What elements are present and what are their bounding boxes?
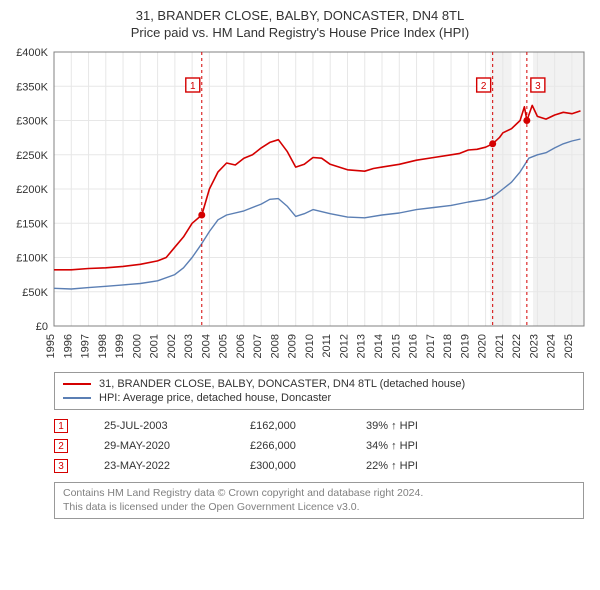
legend-label: HPI: Average price, detached house, Donc… — [99, 392, 331, 404]
chart-titles: 31, BRANDER CLOSE, BALBY, DONCASTER, DN4… — [8, 8, 592, 40]
event-price: £300,000 — [250, 460, 330, 472]
event-date: 29-MAY-2020 — [104, 440, 214, 452]
svg-text:£100K: £100K — [16, 253, 48, 265]
title-sub: Price paid vs. HM Land Registry's House … — [8, 25, 592, 40]
legend-item: HPI: Average price, detached house, Donc… — [63, 391, 575, 405]
legend-label: 31, BRANDER CLOSE, BALBY, DONCASTER, DN4… — [99, 378, 465, 390]
svg-text:2003: 2003 — [183, 334, 195, 358]
chart-container: £0 £50K £100K £150K £200K £250K £300K £350K £400… — [8, 46, 592, 366]
svg-text:2013: 2013 — [356, 334, 368, 358]
svg-text:3: 3 — [535, 81, 541, 92]
event-date: 23-MAY-2022 — [104, 460, 214, 472]
svg-text:1998: 1998 — [97, 334, 109, 358]
svg-text:£50K: £50K — [22, 287, 48, 299]
svg-text:2010: 2010 — [304, 334, 316, 358]
svg-text:2011: 2011 — [321, 334, 333, 358]
svg-text:£150K: £150K — [16, 218, 48, 230]
svg-text:2005: 2005 — [218, 334, 230, 358]
event-pct: 39% ↑ HPI — [366, 420, 476, 432]
svg-text:2006: 2006 — [235, 334, 247, 358]
attribution-box: Contains HM Land Registry data © Crown c… — [54, 482, 584, 519]
event-row: 2 29-MAY-2020 £266,000 34% ↑ HPI — [54, 436, 584, 456]
svg-text:1997: 1997 — [80, 334, 92, 358]
svg-text:2014: 2014 — [373, 334, 385, 358]
svg-text:£0: £0 — [36, 321, 48, 333]
legend-swatch — [63, 383, 91, 385]
svg-text:2009: 2009 — [287, 334, 299, 358]
svg-text:£250K: £250K — [16, 150, 48, 162]
event-date: 25-JUL-2003 — [104, 420, 214, 432]
event-price: £266,000 — [250, 440, 330, 452]
svg-text:£300K: £300K — [16, 116, 48, 128]
svg-text:2015: 2015 — [390, 334, 402, 358]
svg-text:1996: 1996 — [62, 334, 74, 358]
svg-text:£400K: £400K — [16, 47, 48, 59]
svg-text:2021: 2021 — [494, 334, 506, 358]
svg-text:2022: 2022 — [511, 334, 523, 358]
attribution-line: Contains HM Land Registry data © Crown c… — [63, 487, 575, 501]
svg-text:2025: 2025 — [563, 334, 575, 358]
svg-text:2012: 2012 — [338, 334, 350, 358]
event-badge: 2 — [54, 439, 68, 453]
svg-text:2000: 2000 — [131, 334, 143, 358]
svg-text:2019: 2019 — [459, 334, 471, 358]
legend-swatch — [63, 397, 91, 399]
svg-text:£350K: £350K — [16, 81, 48, 93]
event-badge: 3 — [54, 459, 68, 473]
event-price: £162,000 — [250, 420, 330, 432]
event-row: 3 23-MAY-2022 £300,000 22% ↑ HPI — [54, 456, 584, 476]
svg-text:2016: 2016 — [408, 334, 420, 358]
svg-text:2017: 2017 — [425, 334, 437, 358]
svg-text:2018: 2018 — [442, 334, 454, 358]
event-pct: 34% ↑ HPI — [366, 440, 476, 452]
svg-text:2007: 2007 — [252, 334, 264, 358]
line-chart: £0 £50K £100K £150K £200K £250K £300K £350K £400… — [8, 46, 592, 366]
svg-text:2001: 2001 — [149, 334, 161, 358]
svg-text:1999: 1999 — [114, 334, 126, 358]
svg-text:2008: 2008 — [269, 334, 281, 358]
svg-text:2: 2 — [481, 81, 487, 92]
svg-text:2004: 2004 — [200, 334, 212, 358]
svg-text:2023: 2023 — [528, 334, 540, 358]
events-table: 1 25-JUL-2003 £162,000 39% ↑ HPI 2 29-MA… — [54, 416, 584, 476]
svg-text:1: 1 — [190, 81, 196, 92]
svg-text:1995: 1995 — [45, 334, 57, 358]
svg-text:2020: 2020 — [477, 334, 489, 358]
svg-text:2024: 2024 — [546, 334, 558, 358]
svg-text:£200K: £200K — [16, 184, 48, 196]
legend-item: 31, BRANDER CLOSE, BALBY, DONCASTER, DN4… — [63, 377, 575, 391]
legend-box: 31, BRANDER CLOSE, BALBY, DONCASTER, DN4… — [54, 372, 584, 410]
event-pct: 22% ↑ HPI — [366, 460, 476, 472]
svg-text:2002: 2002 — [166, 334, 178, 358]
attribution-line: This data is licensed under the Open Gov… — [63, 501, 575, 515]
event-badge: 1 — [54, 419, 68, 433]
title-main: 31, BRANDER CLOSE, BALBY, DONCASTER, DN4… — [8, 8, 592, 23]
event-row: 1 25-JUL-2003 £162,000 39% ↑ HPI — [54, 416, 584, 436]
